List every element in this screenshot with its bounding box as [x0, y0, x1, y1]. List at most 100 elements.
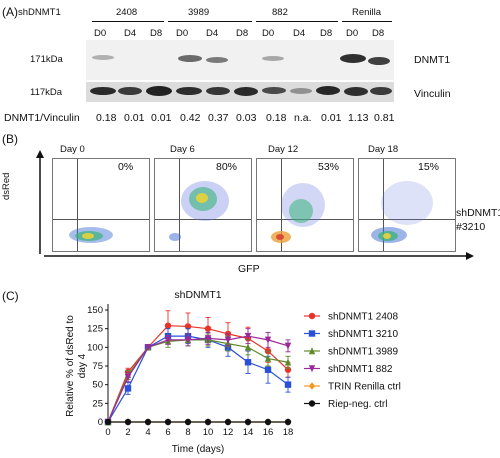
data-point [204, 325, 212, 332]
y-axis-label: Relative % of dsRed today 4 [65, 315, 88, 417]
data-point [284, 342, 292, 350]
series-line [107, 335, 289, 423]
lane-label: D8 [150, 28, 163, 39]
facs-plot-day12 [256, 158, 354, 252]
lane-label: D0 [262, 28, 275, 39]
x-tick-label: 4 [145, 427, 150, 438]
data-point [244, 418, 252, 426]
panel-a-letter: (A) [2, 5, 18, 19]
ratio-value: 0.37 [208, 112, 229, 124]
legend-label: shDNMT1 2408 [328, 312, 398, 323]
series-shdnmt1-882 [104, 328, 292, 426]
data-point [284, 358, 292, 366]
facs-day-label: Day 0 [60, 144, 85, 155]
y-tick-label: 75 [92, 361, 103, 372]
chart-title: shDNMT1 [174, 289, 221, 301]
facs-plot-day18 [358, 158, 456, 252]
x-tick-label: 12 [223, 427, 234, 438]
facs-percent: 15% [418, 161, 440, 173]
lane-label: D8 [236, 28, 249, 39]
data-point [164, 322, 172, 329]
ratio-value: 1.13 [348, 112, 369, 124]
group-label-882: 882 [272, 7, 288, 18]
data-point [264, 354, 272, 362]
ratio-value: 0.03 [236, 112, 257, 124]
data-point [204, 418, 212, 426]
dsred-axis-label: dsRed [1, 172, 12, 200]
legend-marker [308, 382, 316, 390]
panel-c-letter: (C) [2, 289, 19, 303]
data-point [244, 359, 252, 366]
data-point [224, 418, 232, 426]
data-point [264, 418, 272, 426]
ratio-value: 0.18 [266, 112, 287, 124]
legend-label: TRIN Renilla ctrl [328, 382, 401, 393]
data-point [124, 418, 132, 426]
facs-construct-label: shDNMT1 [456, 207, 500, 219]
ratio-row-label: DNMT1/Vinculin [4, 112, 80, 124]
group-underline-3989 [168, 21, 252, 22]
x-tick-label: 6 [165, 427, 170, 438]
legend-label: shDNMT1 3989 [328, 347, 398, 358]
y-axis-label-line: day 4 [77, 353, 88, 378]
facs-day-label: Day 6 [170, 144, 195, 155]
dsred-timecourse-chart: shDNMT1 0 25 50 75 100 125 150 0 2 4 6 8 10 12 14 16 18 Ti… [65, 289, 401, 455]
gfp-axis-label: GFP [238, 263, 260, 275]
ratio-value: n.a. [294, 112, 312, 124]
protein-label-vinculin: Vinculin [414, 88, 451, 100]
facs-plot-day6-cells [169, 181, 229, 241]
legend-marker [308, 365, 316, 373]
facs-plot-day0-cells [69, 227, 113, 243]
legend-marker [308, 400, 316, 407]
series-line [107, 335, 289, 423]
y-tick-label: 125 [87, 324, 103, 335]
data-point [124, 374, 132, 381]
group-underline-renilla [342, 21, 392, 22]
y-tick-label: 0 [98, 417, 103, 428]
y-tick-label: 100 [87, 342, 103, 353]
data-point [124, 385, 132, 392]
protein-label-dnmt1: DNMT1 [414, 54, 451, 66]
series-line [107, 325, 289, 423]
facs-day-label: Day 18 [368, 144, 399, 155]
y-tick-label: 25 [92, 398, 103, 409]
group-label-2408: 2408 [116, 7, 138, 18]
series-line [107, 339, 289, 423]
data-point [264, 336, 272, 344]
mw-label-top: 171kDa [30, 54, 63, 65]
data-point [284, 418, 292, 426]
data-point [264, 366, 272, 373]
y-axis-label-line: Relative % of dsRed to [65, 315, 76, 417]
x-tick-label: 14 [243, 427, 254, 438]
facs-plot-day6 [154, 158, 252, 252]
ratio-value: 0.42 [180, 112, 201, 124]
group-underline-2408 [92, 21, 164, 22]
data-point [164, 336, 172, 344]
y-tick-label: 150 [87, 305, 103, 316]
data-point [184, 323, 192, 330]
panel-b-letter: (B) [2, 132, 18, 146]
lane-label: D4 [124, 28, 137, 39]
ratio-value: 0.01 [321, 112, 342, 124]
facs-percent: 80% [216, 161, 238, 173]
ratio-value: 0.01 [151, 112, 172, 124]
data-point [204, 335, 212, 343]
mw-label-bottom: 117kDa [30, 87, 63, 98]
lane-label: D8 [320, 28, 333, 39]
group-underline-882 [256, 21, 338, 22]
x-tick-label: 16 [263, 427, 274, 438]
panel-a-construct-label: shDNMT1 [18, 7, 61, 18]
data-point [104, 418, 112, 426]
facs-plot-day18-cells [371, 181, 433, 243]
vinculin-blot [86, 82, 394, 102]
lane-label: D4 [293, 28, 306, 39]
facs-plot-day0 [52, 158, 150, 252]
data-point [224, 336, 232, 344]
legend-label: Riep-neg. ctrl [328, 399, 387, 410]
series-shdnmt1-3210 [104, 328, 292, 426]
legend-marker [308, 330, 316, 337]
gfp-axis-arrow [44, 252, 474, 260]
lane-label: D0 [346, 28, 359, 39]
x-tick-label: 0 [105, 427, 110, 438]
series-riep-neg-ctrl [104, 418, 292, 426]
